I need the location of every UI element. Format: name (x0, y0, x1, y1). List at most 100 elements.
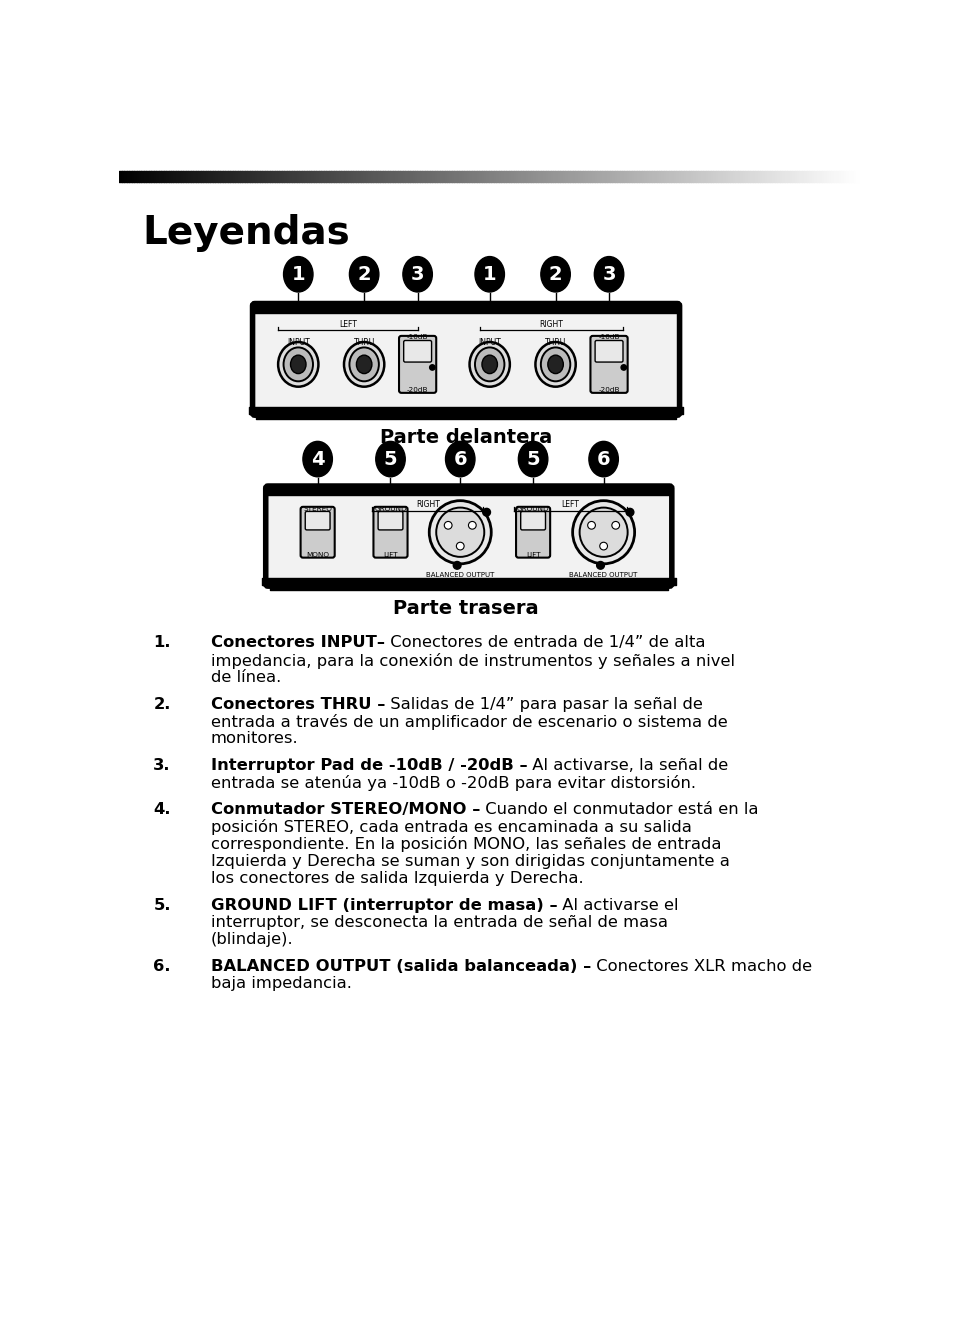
Ellipse shape (445, 441, 475, 477)
Text: Cuando el conmutador está en la: Cuando el conmutador está en la (479, 802, 758, 816)
FancyBboxPatch shape (590, 335, 627, 393)
Text: 5: 5 (383, 450, 396, 469)
Text: MONO: MONO (306, 552, 329, 557)
Text: RIGHT: RIGHT (416, 500, 439, 509)
Circle shape (429, 365, 435, 370)
Text: 2: 2 (357, 265, 371, 283)
Text: INPUT: INPUT (477, 338, 500, 347)
Text: 1: 1 (292, 265, 305, 283)
Text: entrada se atenúa ya -10dB o -20dB para evitar distorsión.: entrada se atenúa ya -10dB o -20dB para … (211, 775, 695, 791)
Ellipse shape (517, 441, 547, 477)
Text: -10dB: -10dB (406, 334, 428, 341)
Text: 1: 1 (482, 265, 496, 283)
Text: baja impedancia.: baja impedancia. (211, 977, 352, 991)
FancyBboxPatch shape (253, 303, 679, 415)
Text: correspondiente. En la posición MONO, las señales de entrada: correspondiente. En la posición MONO, la… (211, 836, 720, 852)
Text: BALANCED OUTPUT (salida balanceada) –: BALANCED OUTPUT (salida balanceada) – (211, 959, 590, 974)
Ellipse shape (349, 347, 378, 381)
Text: 1.: 1. (153, 636, 171, 651)
Text: Izquierda y Derecha se suman y son dirigidas conjuntamente a: Izquierda y Derecha se suman y son dirig… (211, 854, 729, 868)
FancyBboxPatch shape (373, 506, 407, 557)
Text: -20dB: -20dB (598, 387, 619, 393)
Text: Conectores de entrada de 1/4” de alta: Conectores de entrada de 1/4” de alta (384, 636, 704, 651)
Text: RIGHT: RIGHT (538, 319, 562, 329)
Text: 4.: 4. (153, 802, 171, 816)
Text: Conmutador STEREO/MONO –: Conmutador STEREO/MONO – (211, 802, 479, 816)
Text: STEREO: STEREO (303, 506, 332, 512)
Text: 3: 3 (411, 265, 424, 283)
Text: THRU: THRU (544, 338, 566, 347)
Ellipse shape (283, 257, 313, 293)
Ellipse shape (535, 342, 575, 386)
Ellipse shape (475, 347, 504, 381)
Text: impedancia, para la conexión de instrumentos y señales a nivel: impedancia, para la conexión de instrume… (211, 653, 734, 669)
Text: los conectores de salida Izquierda y Derecha.: los conectores de salida Izquierda y Der… (211, 871, 582, 886)
Text: -10dB: -10dB (598, 334, 619, 341)
Ellipse shape (291, 355, 306, 374)
FancyBboxPatch shape (300, 506, 335, 557)
Ellipse shape (303, 441, 332, 477)
Ellipse shape (481, 355, 497, 374)
Text: Interruptor Pad de -10dB / -20dB –: Interruptor Pad de -10dB / -20dB – (211, 758, 527, 772)
Text: 5.: 5. (153, 898, 171, 912)
Text: 5: 5 (526, 450, 539, 469)
Text: GROUND LIFT (interruptor de masa) –: GROUND LIFT (interruptor de masa) – (211, 898, 557, 912)
Text: Conectores THRU –: Conectores THRU – (211, 696, 385, 712)
Text: 3: 3 (601, 265, 615, 283)
Ellipse shape (475, 257, 504, 293)
FancyBboxPatch shape (398, 335, 436, 393)
Circle shape (453, 561, 460, 569)
Text: LIFT: LIFT (383, 552, 397, 557)
Text: Salidas de 1/4” para pasar la señal de: Salidas de 1/4” para pasar la señal de (385, 696, 702, 712)
Ellipse shape (469, 342, 509, 386)
Text: entrada a través de un amplificador de escenario o sistema de: entrada a través de un amplificador de e… (211, 713, 727, 729)
Text: Leyendas: Leyendas (142, 214, 350, 253)
Ellipse shape (547, 355, 562, 374)
FancyBboxPatch shape (516, 506, 550, 557)
Text: 6: 6 (597, 450, 610, 469)
Text: Parte delantera: Parte delantera (379, 429, 551, 448)
Ellipse shape (344, 342, 384, 386)
Ellipse shape (594, 257, 623, 293)
Text: Al activarse, la señal de: Al activarse, la señal de (527, 758, 728, 772)
Text: LEFT: LEFT (561, 500, 579, 509)
Circle shape (456, 542, 464, 550)
Circle shape (625, 509, 633, 516)
Text: -20dB: -20dB (406, 387, 428, 393)
Text: GROUND: GROUND (374, 506, 406, 512)
Text: 6.: 6. (153, 959, 171, 974)
Text: posición STEREO, cada entrada es encaminada a su salida: posición STEREO, cada entrada es encamin… (211, 819, 691, 835)
Ellipse shape (429, 501, 491, 564)
Text: BALANCED OUTPUT: BALANCED OUTPUT (426, 572, 494, 578)
Text: BALANCED OUTPUT: BALANCED OUTPUT (569, 572, 638, 578)
Text: GROUND: GROUND (517, 506, 549, 512)
FancyBboxPatch shape (377, 512, 402, 530)
Circle shape (444, 521, 452, 529)
Text: Parte trasera: Parte trasera (393, 600, 537, 619)
Ellipse shape (402, 257, 432, 293)
Circle shape (587, 521, 595, 529)
Circle shape (599, 542, 607, 550)
Text: 3.: 3. (153, 758, 171, 772)
Ellipse shape (349, 257, 378, 293)
Ellipse shape (572, 501, 634, 564)
Text: Al activarse el: Al activarse el (557, 898, 679, 912)
Text: 2: 2 (548, 265, 562, 283)
Text: INPUT: INPUT (287, 338, 310, 347)
Ellipse shape (356, 355, 372, 374)
Circle shape (482, 509, 490, 516)
Ellipse shape (540, 347, 570, 381)
Text: 4: 4 (311, 450, 324, 469)
Text: 6: 6 (453, 450, 467, 469)
Text: (blindaje).: (blindaje). (211, 933, 293, 947)
Circle shape (596, 561, 604, 569)
FancyBboxPatch shape (595, 341, 622, 362)
Ellipse shape (588, 441, 618, 477)
FancyBboxPatch shape (305, 512, 330, 530)
FancyBboxPatch shape (266, 486, 671, 587)
Text: interruptor, se desconecta la entrada de señal de masa: interruptor, se desconecta la entrada de… (211, 915, 667, 930)
Text: de línea.: de línea. (211, 671, 280, 685)
Text: LIFT: LIFT (525, 552, 539, 557)
Ellipse shape (278, 342, 318, 386)
Ellipse shape (579, 508, 627, 557)
